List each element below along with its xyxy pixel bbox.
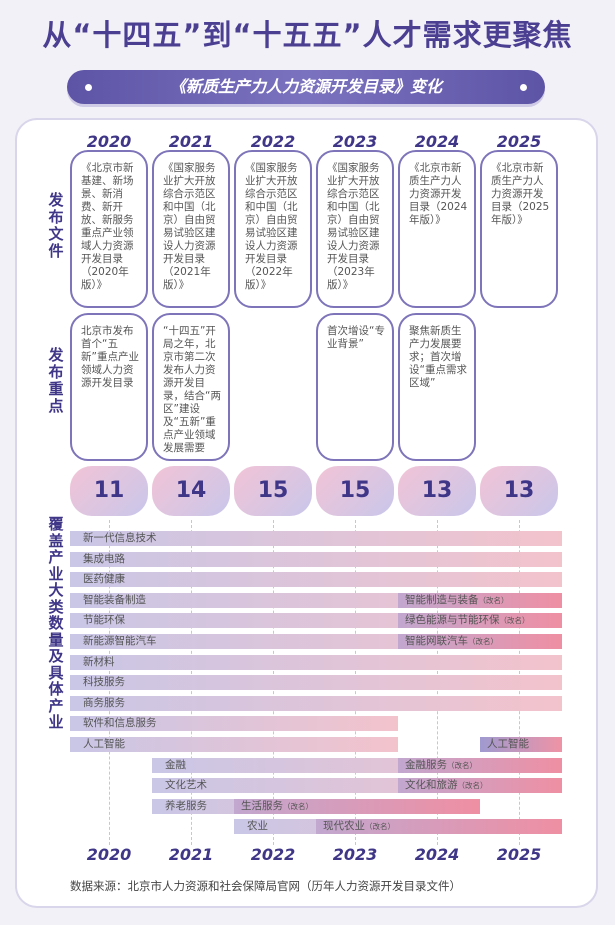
year-label-top: 2021 [168,132,214,151]
document-box: 《北京市新基建、新场景、新消费、新开放、新服务重点产业领域人力资源开发目录（20… [70,150,148,308]
renamed-label: 生活服务 [241,799,283,812]
year-label-top: 2024 [414,132,460,151]
year-label-bottom: 2020 [86,845,132,864]
dot-icon [520,84,527,91]
subtitle: 《新质生产力人力资源开发目录》变化 [169,77,442,96]
renamed-label: 绿色能源与节能环保 [405,614,500,627]
industry-bar: 软件和信息服务 [70,716,398,732]
year-label-bottom: 2024 [414,845,460,864]
renamed-note: （改名） [283,801,313,811]
document-box: 《国家服务业扩大开放综合示范区和中国（北京）自由贸易试验区建设人力资源开发目录（… [152,150,230,308]
industry-bar: 新一代信息技术 [70,531,562,546]
industry-bar: 新材料 [70,654,562,670]
document-box: 《北京市新质生产力人力资源开发目录（2024年版）》 [398,150,476,308]
industry-bar-renamed: 智能网联汽车（改名） [398,634,562,649]
industry-count: 13 [398,466,476,516]
industry-bar-renamed: 绿色能源与节能环保（改名） [398,613,562,629]
dot-icon [85,84,92,91]
year-label-top: 2020 [86,132,132,151]
renamed-note: （改名） [499,616,530,626]
focus-box: 聚焦新质生产力发展要求；首次增设“重点需求区域” [398,313,476,461]
renamed-note: （改名） [447,760,477,770]
year-label-bottom: 2022 [250,845,296,864]
industry-bar: 医药健康 [70,572,562,588]
industry-bar-renamed: 生活服务（改名） [234,798,480,814]
renamed-note: （改名） [478,595,509,605]
renamed-label: 现代农业 [323,820,365,833]
renamed-label: 文化和旅游 [405,779,458,792]
renamed-label: 智能网联汽车 [405,635,468,647]
focus-box: 北京市发布首个“五新”重点产业领域人力资源开发目录 [70,313,148,461]
document-box: 《国家服务业扩大开放综合示范区和中国（北京）自由贸易试验区建设人力资源开发目录（… [234,150,312,308]
industry-count: 15 [234,466,312,516]
industry-bar-readded: 人工智能 [480,737,562,752]
focus-box: “十四五”开局之年，北京市第二次发布人力资源开发目录，结合“两区”建设及“五新”… [152,313,230,461]
industry-count: 15 [316,466,394,516]
industry-bar: 人工智能 [70,737,398,752]
document-box: 《北京市新质生产力人力资源开发目录（2025年版）》 [480,150,558,308]
industry-bar-renamed: 文化和旅游（改名） [398,778,562,794]
page-title: 从“十四五”到“十五五”人才需求更聚焦 [42,18,573,52]
row-label-industries: 覆盖产业大类数量及具体产业 [48,515,64,731]
industry-count: 13 [480,466,558,516]
industry-bar-renamed: 现代农业（改名） [316,819,562,835]
renamed-label: 智能制造与装备 [405,593,479,606]
renamed-note: （改名） [365,822,395,832]
year-label-bottom: 2025 [496,845,542,864]
row-label-focus: 发布重点 [48,346,64,415]
year-label-top: 2022 [250,132,296,151]
industry-count: 11 [70,466,148,516]
row-label-documents: 发布文件 [48,191,64,260]
industry-count: 14 [152,466,230,516]
year-label-bottom: 2023 [332,845,378,864]
subtitle-banner: 《新质生产力人力资源开发目录》变化 [67,70,545,104]
renamed-note: （改名） [468,637,498,646]
industry-bar: 商务服务 [70,695,562,711]
data-source: 数据来源：北京市人力资源和社会保障局官网（历年人力资源开发目录文件） [70,879,461,893]
document-box: 《国家服务业扩大开放综合示范区和中国（北京）自由贸易试验区建设人力资源开发目录（… [316,150,394,308]
year-label-top: 2023 [332,132,378,151]
renamed-label: 金融服务 [405,758,447,771]
renamed-note: （改名） [457,781,488,791]
year-label-bottom: 2021 [168,845,214,864]
industry-bar: 集成电路 [70,551,562,567]
year-label-top: 2025 [496,132,542,151]
focus-box: 首次增设“专业背景” [316,313,394,461]
industry-bar-renamed: 金融服务（改名） [398,757,562,773]
industry-bar: 科技服务 [70,675,562,691]
industry-bar-renamed: 智能制造与装备（改名） [398,592,562,608]
